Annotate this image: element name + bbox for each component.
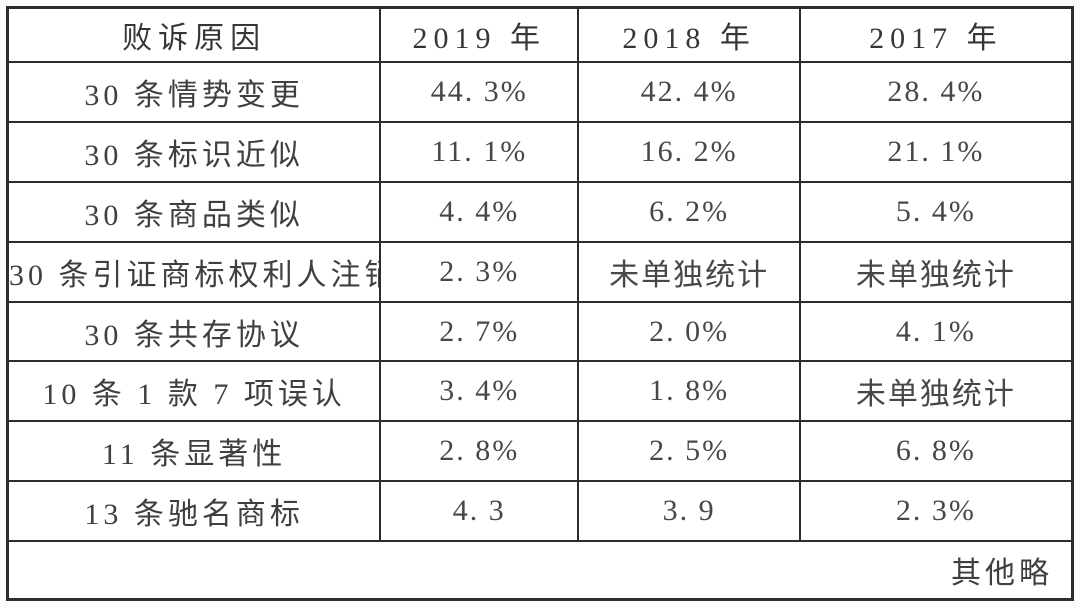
table-row: 30 条标识近似 11. 1% 16. 2% 21. 1% [6, 120, 1074, 183]
column-header-reason: 败诉原因 [6, 6, 382, 63]
value-2018: 2. 5% [577, 420, 801, 483]
value-2019: 4. 4% [379, 180, 580, 243]
header-row: 败诉原因 2019 年 2018 年 2017 年 [6, 6, 1074, 63]
value-2018: 6. 2% [577, 180, 801, 243]
table-row: 13 条驰名商标 4. 3 3. 9 2. 3% [6, 480, 1074, 543]
value-2019: 44. 3% [379, 61, 580, 123]
value-2018: 2. 0% [577, 300, 801, 363]
table-row: 30 条共存协议 2. 7% 2. 0% 4. 1% [6, 300, 1074, 363]
row-label: 30 条标识近似 [6, 120, 382, 183]
row-label: 11 条显著性 [6, 420, 382, 483]
value-2019: 11. 1% [379, 120, 580, 183]
table-row: 10 条 1 款 7 项误认 3. 4% 1. 8% 未单独统计 [6, 360, 1074, 423]
value-2018: 未单独统计 [577, 240, 801, 303]
value-2017: 6. 8% [798, 420, 1074, 483]
value-2018: 1. 8% [577, 360, 801, 423]
value-2017: 21. 1% [798, 120, 1074, 183]
value-2017: 5. 4% [798, 180, 1074, 243]
table-row: 11 条显著性 2. 8% 2. 5% 6. 8% [6, 420, 1074, 483]
value-2018: 3. 9 [577, 480, 801, 543]
table-row: 30 条引证商标权利人注销 2. 3% 未单独统计 未单独统计 [6, 240, 1074, 303]
table-body: 30 条情势变更 44. 3% 42. 4% 28. 4% 30 条标识近似 1… [6, 61, 1074, 601]
value-2018: 16. 2% [577, 120, 801, 183]
value-2017: 4. 1% [798, 300, 1074, 363]
value-2019: 2. 7% [379, 300, 580, 363]
row-label: 30 条共存协议 [6, 300, 382, 363]
value-2017: 未单独统计 [798, 240, 1074, 303]
value-2019: 4. 3 [379, 480, 580, 543]
value-2019: 2. 3% [379, 240, 580, 303]
row-label: 10 条 1 款 7 项误认 [6, 360, 382, 423]
row-label: 13 条驰名商标 [6, 480, 382, 543]
footer-row: 其他略 [6, 540, 1074, 601]
value-2017: 2. 3% [798, 480, 1074, 543]
value-2019: 2. 8% [379, 420, 580, 483]
value-2017: 未单独统计 [798, 360, 1074, 423]
table-row: 30 条情势变更 44. 3% 42. 4% 28. 4% [6, 61, 1074, 123]
footer-note: 其他略 [6, 540, 1074, 601]
column-header-2017: 2017 年 [798, 6, 1074, 63]
value-2019: 3. 4% [379, 360, 580, 423]
column-header-2019: 2019 年 [379, 6, 580, 63]
row-label: 30 条情势变更 [6, 61, 382, 123]
column-header-2018: 2018 年 [577, 6, 801, 63]
row-label: 30 条商品类似 [6, 180, 382, 243]
value-2017: 28. 4% [798, 61, 1074, 123]
value-2018: 42. 4% [577, 61, 801, 123]
losing-reasons-table: 败诉原因 2019 年 2018 年 2017 年 30 条情势变更 44. 3… [6, 6, 1074, 601]
table-header: 败诉原因 2019 年 2018 年 2017 年 [6, 6, 1074, 63]
row-label: 30 条引证商标权利人注销 [6, 240, 382, 303]
table-row: 30 条商品类似 4. 4% 6. 2% 5. 4% [6, 180, 1074, 243]
